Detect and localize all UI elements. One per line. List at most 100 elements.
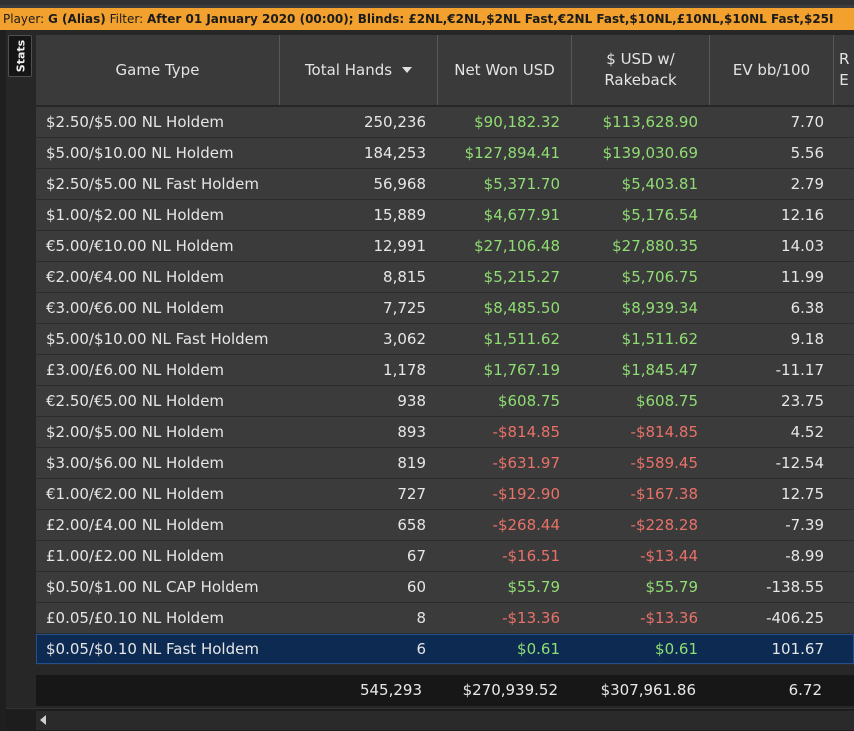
game-type-cell: $5.00/$10.00 NL Fast Holdem (46, 330, 269, 348)
column-header-label: Game Type (115, 60, 200, 79)
total-hands-cell: 184,253 (363, 144, 426, 162)
column-header-row: Game Type Total Hands Net Won USD $ USD … (36, 35, 854, 105)
table-row[interactable]: £3.00/£6.00 NL Holdem 1,178 $1,767.19 $1,84… (36, 355, 854, 386)
table-row[interactable]: €2.00/€4.00 NL Holdem 8,815 $5,215.27 $5,70… (36, 262, 854, 293)
table-row[interactable]: $5.00/$10.00 NL Fast Holdem 3,062 $1,511.6… (36, 324, 854, 355)
scrollbar-track[interactable] (36, 711, 854, 730)
left-panel-strip (0, 30, 6, 731)
ev-cell: -8.99 (785, 547, 824, 565)
net-won-cell: -$814.85 (492, 423, 560, 441)
total-hands-cell: 250,236 (363, 113, 426, 131)
ev-cell: -11.17 (775, 361, 824, 379)
table-row[interactable]: £1.00/£2.00 NL Holdem 67 -$16.51 -$13.44 -8.… (36, 541, 854, 572)
table-row[interactable]: €5.00/€10.00 NL Holdem 12,991 $27,106.48 $2… (36, 231, 854, 262)
net-won-cell: -$13.36 (502, 609, 560, 627)
ev-cell: 2.79 (790, 175, 824, 193)
game-type-cell: $2.00/$5.00 NL Holdem (46, 423, 225, 441)
column-header-label: Total Hands (304, 60, 393, 79)
total-hands-cell: 8,815 (383, 268, 426, 286)
total-hands-cell: 727 (397, 485, 426, 503)
ev-cell: 12.75 (781, 485, 824, 503)
rakeback-cell: $8,939.34 (621, 299, 698, 317)
ev-cell: 7.70 (790, 113, 824, 131)
net-won-cell: $55.79 (507, 578, 561, 596)
ev-cell: -138.55 (766, 578, 824, 596)
table-row[interactable]: $0.05/$0.10 NL Fast Holdem 6 $0.61 $0.61 101… (36, 634, 854, 665)
totals-row: 545,293 $270,939.52 $307,961.86 6.72 (36, 675, 854, 706)
ev-cell: -406.25 (766, 609, 824, 627)
net-won-cell: $0.61 (517, 640, 560, 658)
game-type-cell: $2.50/$5.00 NL Holdem (46, 113, 225, 131)
table-row[interactable]: $2.00/$5.00 NL Holdem 893 -$814.85 -$814.85… (36, 417, 854, 448)
game-type-cell: £0.05/£0.10 NL Holdem (46, 609, 225, 627)
game-type-cell: £2.00/£4.00 NL Holdem (46, 516, 225, 534)
column-header-cut-off[interactable]: R E (834, 35, 854, 105)
game-type-cell: $0.50/$1.00 NL CAP Holdem (46, 578, 259, 596)
table-row[interactable]: €1.00/€2.00 NL Holdem 727 -$192.90 -$167.38… (36, 479, 854, 510)
total-hands-cell: 819 (397, 454, 426, 472)
table-row[interactable]: £0.05/£0.10 NL Holdem 8 -$13.36 -$13.36 -406… (36, 603, 854, 634)
rakeback-cell: -$13.36 (640, 609, 698, 627)
ev-cell: 101.67 (771, 640, 825, 658)
stats-side-tab[interactable]: Stats (8, 35, 32, 77)
rakeback-cell: $1,511.62 (621, 330, 698, 348)
total-hands-cell: 7,725 (383, 299, 426, 317)
table-row[interactable]: €3.00/€6.00 NL Holdem 7,725 $8,485.50 $8,93… (36, 293, 854, 324)
rakeback-cell: $5,403.81 (621, 175, 698, 193)
rakeback-cell: -$13.44 (640, 547, 698, 565)
game-type-cell: €3.00/€6.00 NL Holdem (46, 299, 225, 317)
total-hands-cell: 60 (406, 578, 426, 596)
table-row[interactable]: $2.50/$5.00 NL Holdem 250,236 $90,182.32 $1… (36, 107, 854, 138)
game-type-cell: $3.00/$6.00 NL Holdem (46, 454, 225, 472)
table-row[interactable]: £2.00/£4.00 NL Holdem 658 -$268.44 -$228.28… (36, 510, 854, 541)
table-row[interactable]: $0.50/$1.00 NL CAP Holdem 60 $55.79 $55.79 -… (36, 572, 854, 603)
rakeback-cell: $55.79 (645, 578, 699, 596)
table-row[interactable]: €2.50/€5.00 NL Holdem 938 $608.75 $608.75 23… (36, 386, 854, 417)
table-row[interactable]: $2.50/$5.00 NL Fast Holdem 56,968 $5,371.7… (36, 169, 854, 200)
ev-cell: 4.52 (790, 423, 824, 441)
rakeback-cell: -$228.28 (630, 516, 698, 534)
table-row[interactable]: $1.00/$2.00 NL Holdem 15,889 $4,677.91 $5,1… (36, 200, 854, 231)
net-won-cell: $1,767.19 (483, 361, 560, 379)
table-row[interactable]: $5.00/$10.00 NL Holdem 184,253 $127,894.41… (36, 138, 854, 169)
column-header-net-won[interactable]: Net Won USD (438, 35, 572, 105)
horizontal-scrollbar[interactable] (6, 708, 854, 731)
game-type-cell: €2.50/€5.00 NL Holdem (46, 392, 225, 410)
rakeback-total: $307,961.86 (600, 681, 696, 699)
stats-grid: Game Type Total Hands Net Won USD $ USD … (6, 30, 854, 731)
stats-tab-label: Stats (14, 39, 28, 73)
game-type-cell: £3.00/£6.00 NL Holdem (46, 361, 225, 379)
column-header-total-hands[interactable]: Total Hands (280, 35, 438, 105)
total-hands-total: 545,293 (359, 681, 422, 699)
net-won-cell: $608.75 (497, 392, 560, 410)
top-tab-strip (0, 0, 854, 8)
column-header-usd-rakeback[interactable]: $ USD w/ Rakeback (572, 35, 710, 105)
column-header-ev[interactable]: EV bb/100 (710, 35, 834, 105)
ev-total: 6.72 (788, 681, 822, 699)
net-won-cell: -$16.51 (502, 547, 560, 565)
column-header-label: $ USD w/ Rakeback (604, 50, 677, 89)
net-won-cell: $1,511.62 (483, 330, 560, 348)
column-header-game-type[interactable]: Game Type (36, 35, 280, 105)
net-won-cell: $8,485.50 (483, 299, 560, 317)
ev-cell: 23.75 (781, 392, 824, 410)
game-type-cell: €5.00/€10.00 NL Holdem (46, 237, 234, 255)
net-won-cell: $4,677.91 (483, 206, 560, 224)
total-hands-cell: 1,178 (383, 361, 426, 379)
ev-cell: 14.03 (781, 237, 824, 255)
game-type-cell: $2.50/$5.00 NL Fast Holdem (46, 175, 259, 193)
rakeback-cell: $27,880.35 (612, 237, 698, 255)
net-won-cell: -$192.90 (492, 485, 560, 503)
net-won-total: $270,939.52 (462, 681, 558, 699)
rakeback-cell: -$589.45 (630, 454, 698, 472)
ev-cell: -7.39 (785, 516, 824, 534)
net-won-cell: $27,106.48 (474, 237, 560, 255)
scroll-left-icon[interactable] (40, 715, 46, 725)
rakeback-cell: -$814.85 (630, 423, 698, 441)
filter-value: After 01 January 2020 (00:00); Blinds: £… (146, 12, 834, 26)
table-row[interactable]: $3.00/$6.00 NL Holdem 819 -$631.97 -$589.45… (36, 448, 854, 479)
net-won-cell: -$631.97 (492, 454, 560, 472)
game-type-cell: £1.00/£2.00 NL Holdem (46, 547, 225, 565)
total-hands-cell: 56,968 (373, 175, 427, 193)
net-won-cell: -$268.44 (492, 516, 560, 534)
